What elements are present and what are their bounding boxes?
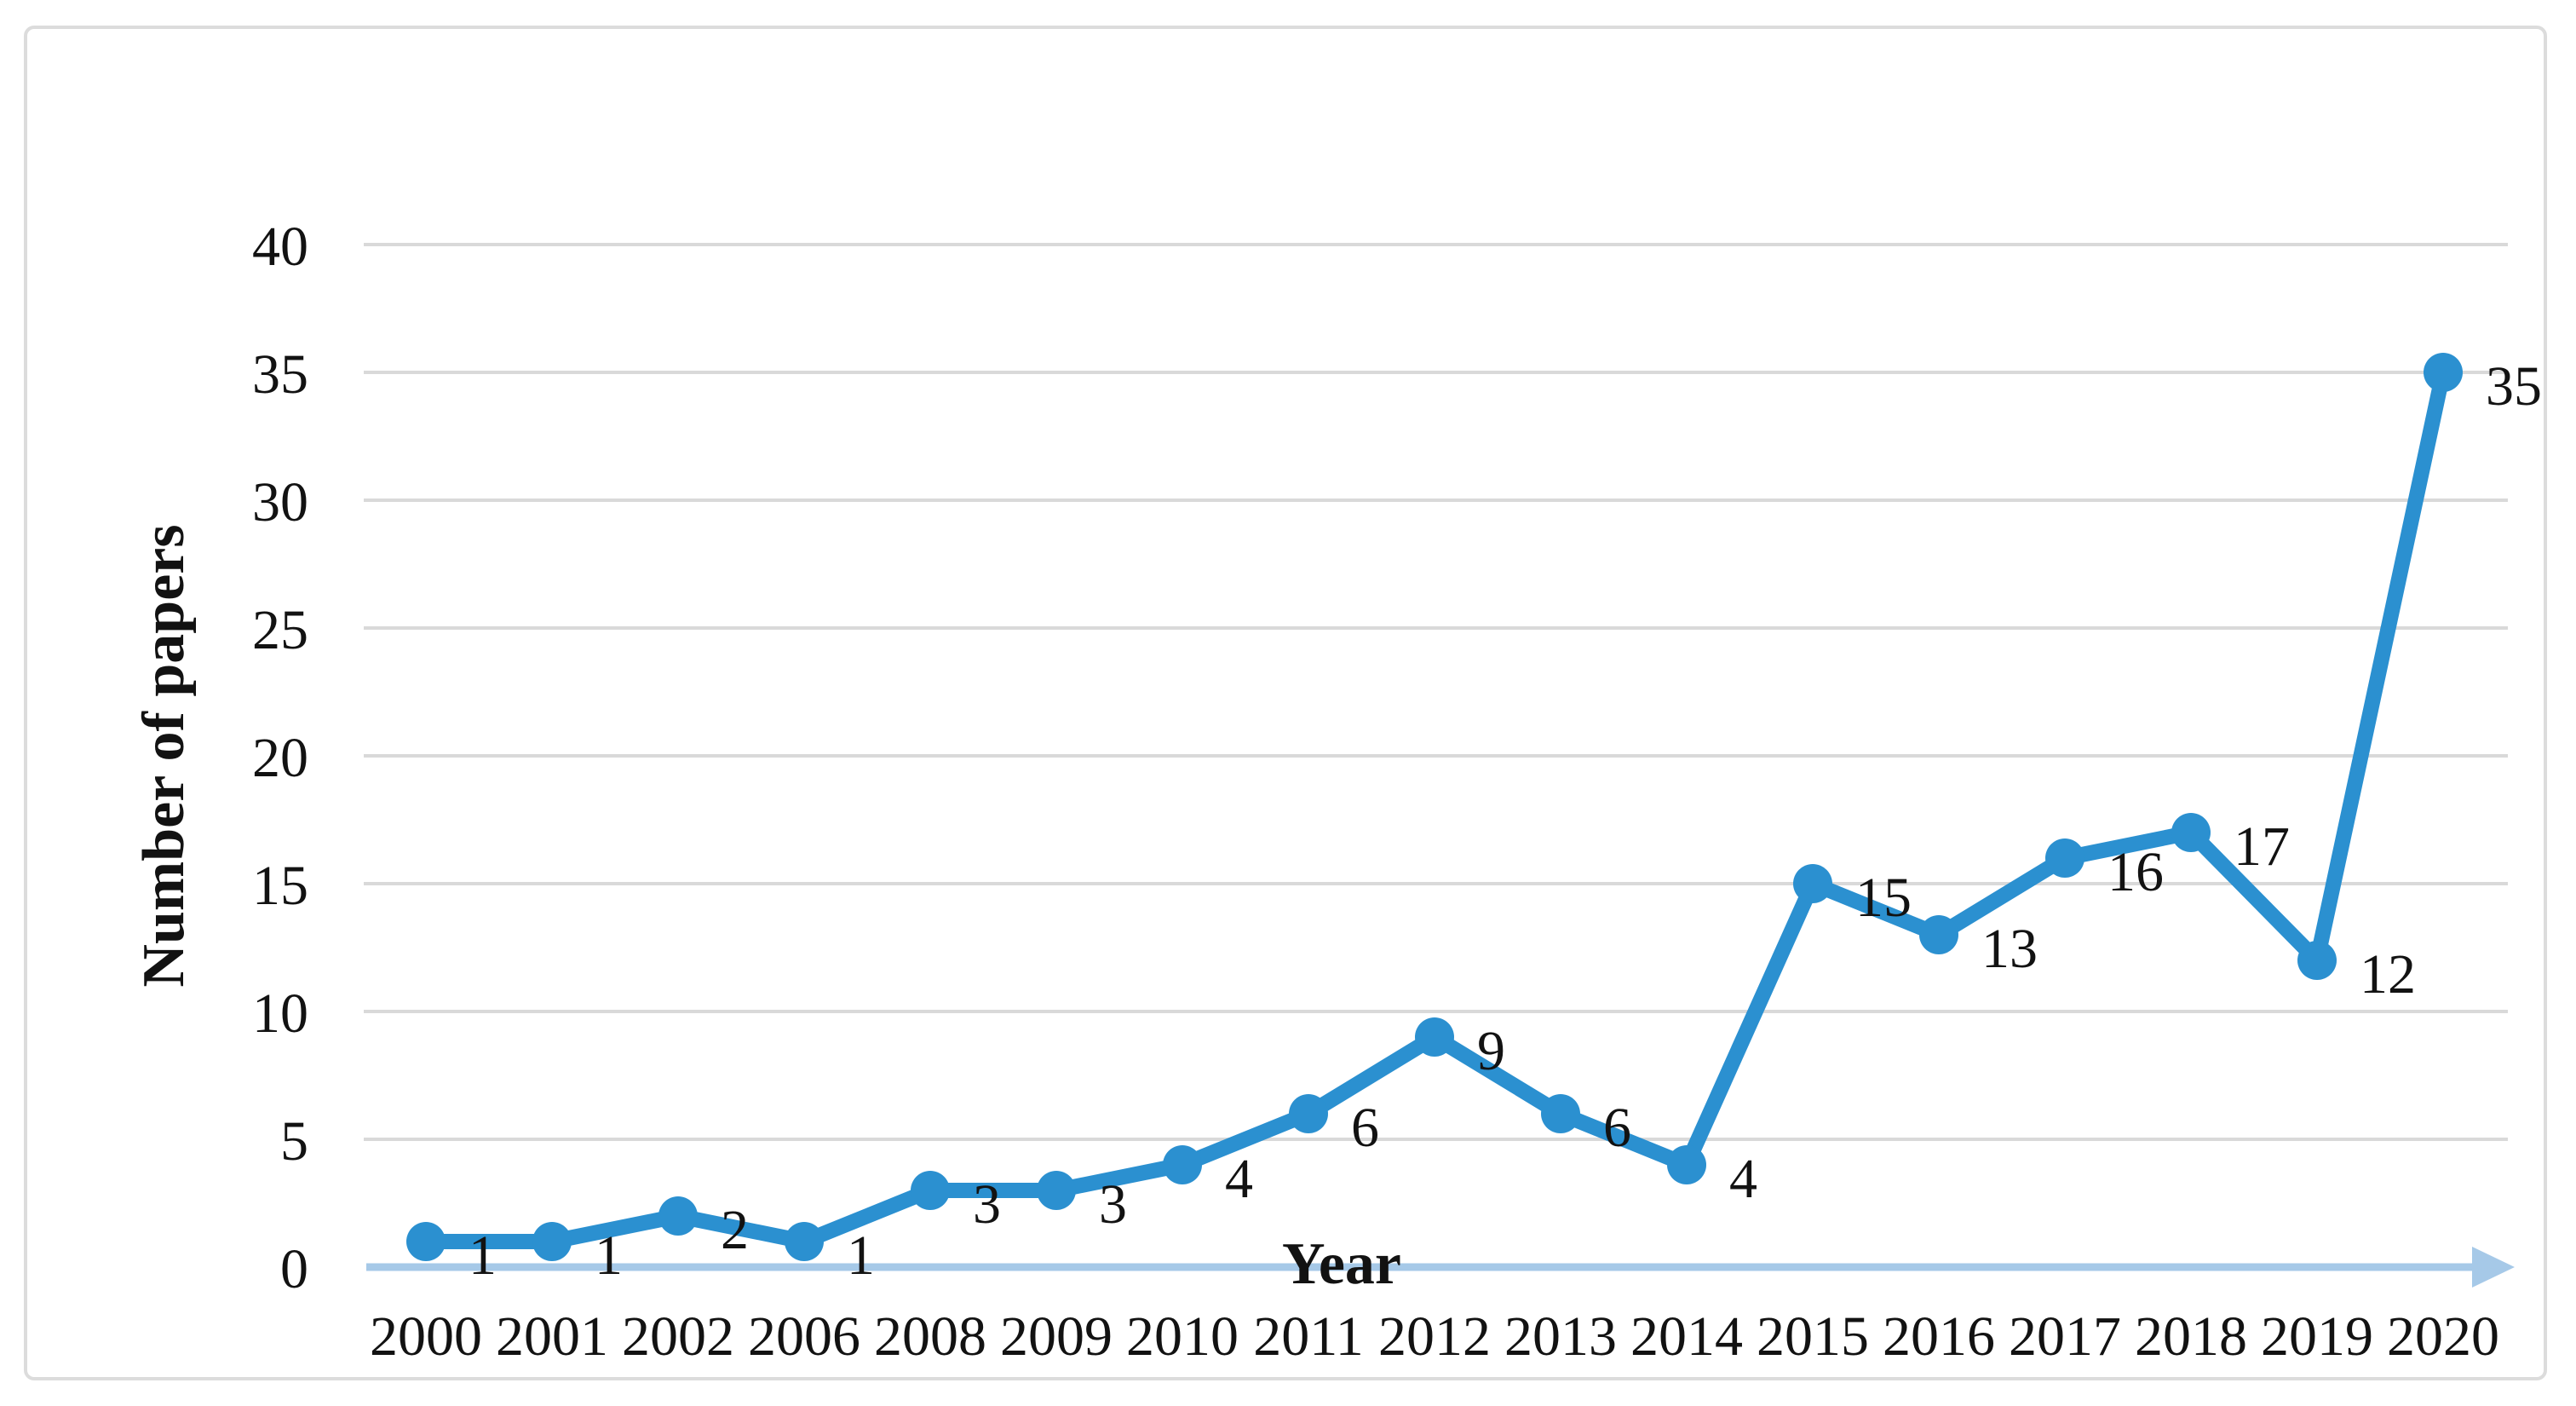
data-point-marker: [1541, 1094, 1580, 1133]
data-point-label: 15: [1855, 867, 1912, 929]
x-tick-label: 2016: [1883, 1305, 1995, 1368]
chart-border: [24, 26, 2547, 1380]
x-tick-label: 2011: [1253, 1305, 1364, 1368]
x-tick-label: 2001: [496, 1305, 608, 1368]
x-tick-label: 2000: [370, 1305, 482, 1368]
data-point-label: 3: [973, 1173, 1001, 1236]
data-point-marker: [1163, 1145, 1202, 1184]
x-tick-label: 2013: [1504, 1305, 1617, 1368]
data-point-marker: [2045, 838, 2084, 878]
x-axis-arrow-icon: [2472, 1247, 2515, 1288]
x-axis-tick-labels: 2000 2001 2002 2006 2008 2009 2010 2011 2012 2013…: [370, 1305, 2499, 1368]
y-axis-title: Number of papers: [131, 524, 197, 987]
data-point-label: 9: [1477, 1020, 1505, 1082]
data-point-label: 6: [1603, 1097, 1631, 1159]
data-point-label: 35: [2486, 355, 2542, 418]
x-tick-label: 2014: [1630, 1305, 1743, 1368]
x-tick-label: 2009: [1000, 1305, 1113, 1368]
x-tick-label: 2008: [874, 1305, 986, 1368]
y-tick-label: 10: [252, 982, 308, 1045]
data-point-marker: [911, 1171, 950, 1210]
y-tick-label: 0: [280, 1238, 308, 1300]
y-tick-label: 35: [252, 343, 308, 406]
data-point-label: 1: [469, 1224, 497, 1287]
data-point-label: 6: [1351, 1097, 1379, 1159]
data-point-marker: [2171, 813, 2211, 852]
gridlines: [364, 243, 2508, 1141]
data-point-label: 1: [847, 1224, 875, 1287]
data-point-marker: [2424, 353, 2463, 392]
data-point-label: 13: [1981, 918, 2038, 980]
data-point-label: 3: [1099, 1173, 1127, 1236]
y-tick-label: 30: [252, 471, 308, 533]
data-point-label: 17: [2234, 815, 2290, 878]
data-point-label: 12: [2360, 943, 2416, 1006]
y-tick-label: 40: [252, 216, 308, 278]
x-tick-label: 2010: [1126, 1305, 1239, 1368]
x-tick-label: 2015: [1757, 1305, 1869, 1368]
data-point-marker: [406, 1222, 446, 1261]
data-point-marker: [658, 1196, 698, 1236]
y-tick-label: 5: [280, 1110, 308, 1173]
data-point-marker: [1289, 1094, 1328, 1133]
x-tick-label: 2020: [2387, 1305, 2499, 1368]
series-markers: [406, 353, 2463, 1261]
x-tick-label: 2012: [1378, 1305, 1491, 1368]
data-point-label: 1: [595, 1224, 623, 1287]
data-point-marker: [1415, 1017, 1454, 1057]
x-tick-label: 2017: [2009, 1305, 2121, 1368]
data-point-marker: [1919, 915, 1958, 954]
x-tick-label: 2002: [622, 1305, 734, 1368]
data-point-label: 4: [1225, 1148, 1253, 1210]
x-tick-label: 2018: [2135, 1305, 2247, 1368]
x-tick-label: 2019: [2261, 1305, 2373, 1368]
x-axis-line: [366, 1247, 2515, 1288]
data-point-marker: [1037, 1171, 1076, 1210]
data-point-marker: [532, 1222, 572, 1261]
data-point-label: 2: [721, 1199, 749, 1261]
data-point-marker: [1667, 1145, 1706, 1184]
data-point-label: 16: [2107, 841, 2164, 903]
y-tick-label: 15: [252, 855, 308, 917]
data-point-marker: [785, 1222, 824, 1261]
x-tick-label: 2006: [748, 1305, 860, 1368]
x-axis-title: Year: [1282, 1231, 1401, 1297]
y-axis-tick-labels: 0 5 10 15 20 25 30 35 40: [252, 216, 308, 1300]
y-tick-label: 25: [252, 599, 308, 661]
data-point-marker: [1793, 864, 1832, 903]
y-tick-label: 20: [252, 727, 308, 789]
data-point-label: 4: [1729, 1148, 1757, 1210]
data-point-marker: [2297, 941, 2337, 980]
